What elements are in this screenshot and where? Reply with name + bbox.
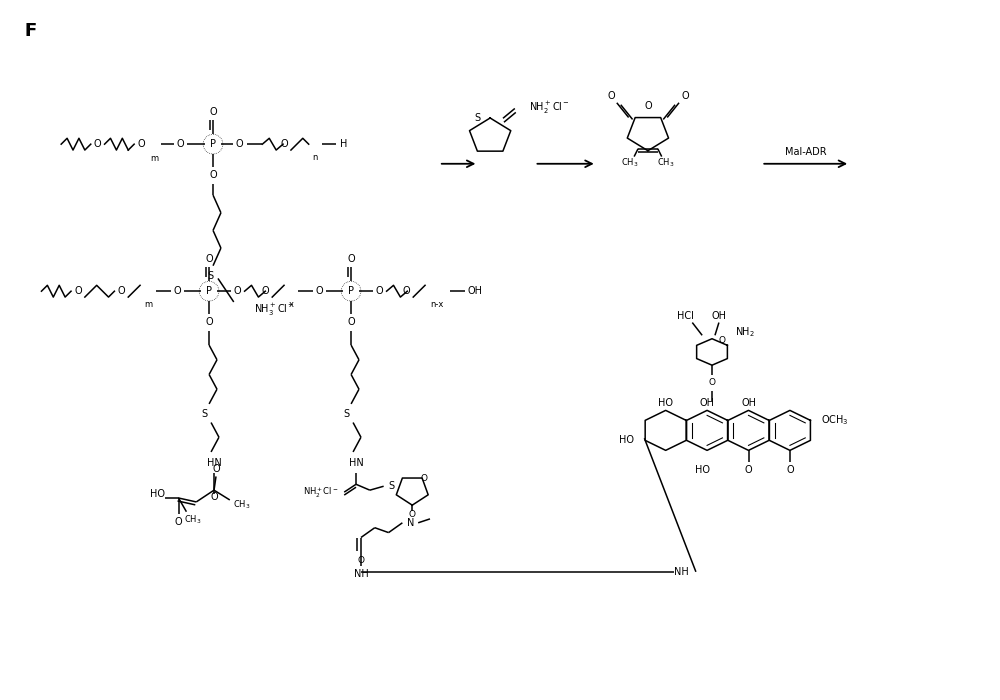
Text: NH$_2^+$Cl$^-$: NH$_2^+$Cl$^-$ [529,99,570,116]
Text: O: O [261,286,269,296]
Text: N: N [407,518,414,528]
Text: O: O [174,286,181,296]
Text: F: F [25,22,35,41]
Text: S: S [201,409,207,419]
Text: OH: OH [700,398,715,407]
Text: O: O [681,91,689,101]
Text: n: n [312,153,317,162]
Text: O: O [74,286,82,296]
Text: O: O [745,465,752,475]
Text: O: O [347,254,355,264]
Text: O: O [409,510,416,519]
Text: O: O [644,102,652,111]
Text: NH$_3^+$Cl$^-$: NH$_3^+$Cl$^-$ [254,302,295,318]
Text: O: O [175,517,182,526]
Text: S: S [343,409,349,419]
Text: HO: HO [150,489,165,499]
Text: HO: HO [658,398,673,407]
Text: O: O [786,465,794,475]
Text: O: O [709,378,716,387]
Text: O: O [205,254,213,264]
Text: CH$_3$: CH$_3$ [233,498,250,511]
Text: NH$_2$: NH$_2$ [735,326,755,340]
Text: HN: HN [207,458,221,468]
Text: HO: HO [619,435,634,445]
Text: CH$_3$: CH$_3$ [657,156,674,169]
Text: S: S [207,272,213,281]
Text: O: O [209,107,217,117]
Text: HN: HN [349,458,363,468]
Text: CH$_3$: CH$_3$ [621,156,639,169]
Text: P: P [206,286,212,296]
Text: HCl: HCl [677,311,694,321]
Text: O: O [347,316,355,327]
Text: O: O [137,139,145,149]
Text: OH: OH [741,398,756,407]
Text: H: H [340,139,347,149]
Text: O: O [357,556,364,564]
Text: O: O [316,286,323,296]
Text: O: O [205,316,213,327]
Text: O: O [177,139,184,149]
Text: P: P [210,139,216,149]
Text: m: m [150,155,158,163]
Text: n-x: n-x [430,300,444,309]
Text: F: F [25,22,37,41]
Text: O: O [234,286,242,296]
Text: O: O [420,474,427,483]
Text: O: O [376,286,384,296]
Text: O: O [718,336,725,344]
Text: x: x [288,300,293,309]
Text: O: O [212,463,220,474]
Text: NH: NH [354,569,368,579]
Text: O: O [94,139,101,149]
Text: NH: NH [674,567,688,577]
Text: OH: OH [711,311,726,321]
Text: S: S [474,113,480,122]
Text: OCH$_3$: OCH$_3$ [821,414,849,428]
Text: O: O [209,169,217,180]
Text: O: O [118,286,125,296]
Text: NH$_2^+$Cl$^-$: NH$_2^+$Cl$^-$ [303,486,338,500]
Text: P: P [348,286,354,296]
Text: O: O [210,492,218,502]
Text: m: m [144,300,152,309]
Text: Mal-ADR: Mal-ADR [785,147,827,157]
Text: HO: HO [695,465,710,475]
Text: CH$_3$: CH$_3$ [184,513,201,526]
Text: O: O [607,91,615,101]
Text: O: O [403,286,410,296]
Text: O: O [236,139,243,149]
Text: O: O [280,139,288,149]
Text: OH: OH [468,286,483,296]
Text: S: S [388,481,395,491]
